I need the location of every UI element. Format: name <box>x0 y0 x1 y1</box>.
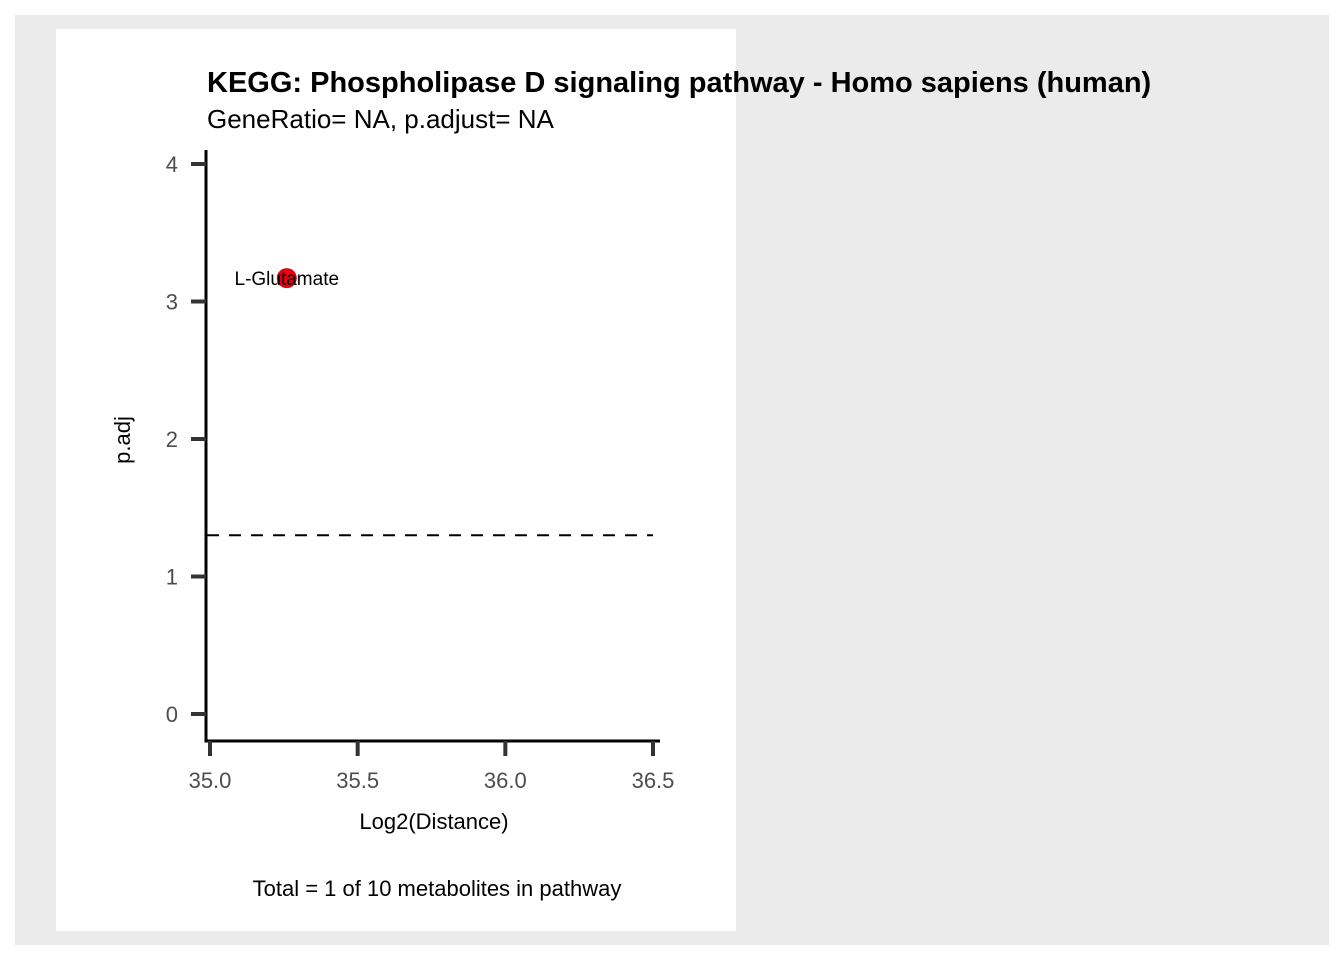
y-tick-label: 1 <box>166 565 178 590</box>
data-points: L-Glutamate <box>235 268 340 290</box>
y-tick-label: 0 <box>166 702 178 727</box>
axes <box>204 150 660 743</box>
x-tick-label: 36.0 <box>484 768 527 793</box>
y-axis-ticks: 0 1 2 3 4 <box>166 152 206 727</box>
y-tick-label: 3 <box>166 290 178 315</box>
data-point-label: L-Glutamate <box>235 269 340 290</box>
chart-caption: Total = 1 of 10 metabolites in pathway <box>253 876 622 901</box>
x-axis-title: Log2(Distance) <box>359 809 508 834</box>
chart-title: KEGG: Phospholipase D signaling pathway … <box>207 67 1151 99</box>
y-tick-label: 2 <box>166 427 178 452</box>
chart-subtitle: GeneRatio= NA, p.adjust= NA <box>207 104 555 134</box>
x-axis-ticks: 35.0 35.5 36.0 36.5 <box>189 741 675 793</box>
y-tick-label: 4 <box>166 152 178 177</box>
plot-panel <box>56 29 736 931</box>
x-tick-label: 35.0 <box>189 768 232 793</box>
x-tick-label: 36.5 <box>632 768 675 793</box>
data-point <box>276 268 297 289</box>
x-tick-label: 35.5 <box>336 768 379 793</box>
y-axis-title: p.adj <box>110 416 135 464</box>
